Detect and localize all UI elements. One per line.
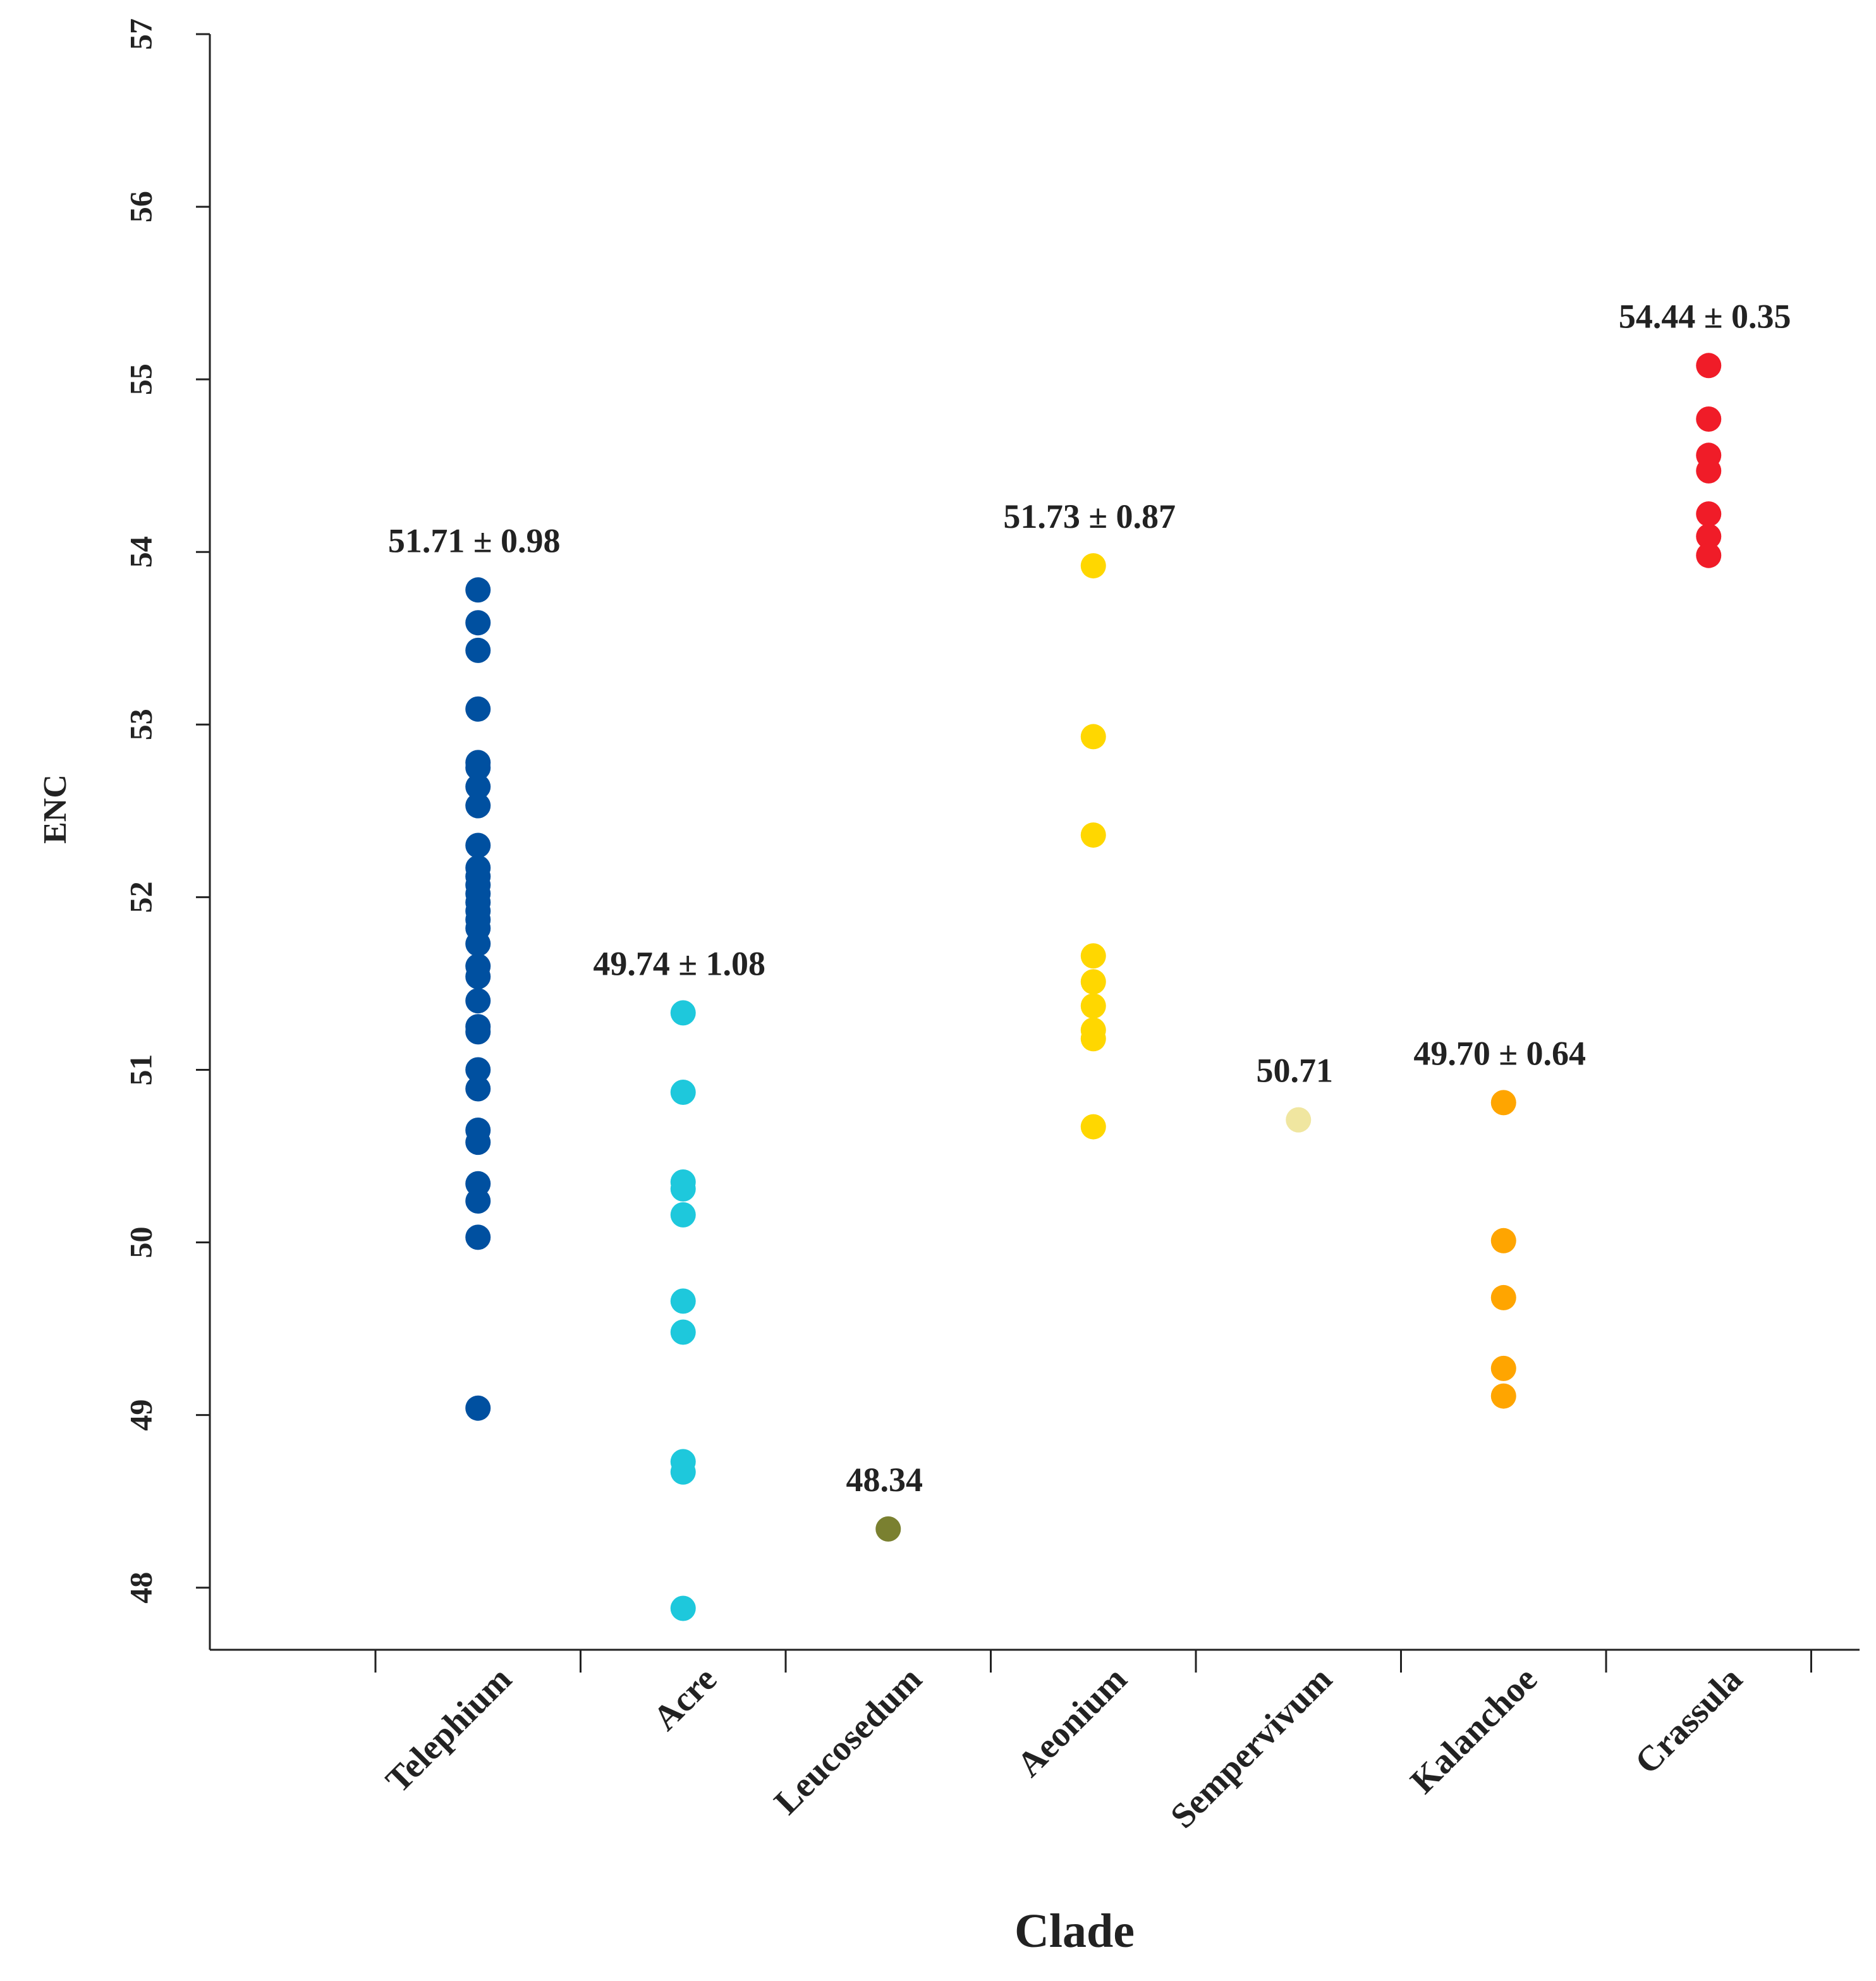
- point: [1080, 993, 1106, 1019]
- point: [670, 1319, 696, 1345]
- point: [670, 1202, 696, 1228]
- point: [1080, 553, 1106, 579]
- x-tick-label: Acre: [645, 1659, 724, 1738]
- point: [1286, 1107, 1312, 1133]
- group-label: 49.70 ± 0.64: [1413, 1034, 1586, 1072]
- x-tick-label: Sempervivum: [1163, 1659, 1339, 1836]
- point: [465, 964, 491, 989]
- x-axis-label: Clade: [1014, 1905, 1135, 1958]
- y-tick-label: 49: [123, 1399, 158, 1431]
- y-tick-label: 57: [123, 18, 158, 50]
- point: [465, 931, 491, 957]
- point: [670, 1595, 696, 1621]
- point: [1490, 1090, 1516, 1116]
- point: [1080, 1026, 1106, 1052]
- point: [875, 1516, 901, 1542]
- point: [465, 774, 491, 800]
- y-tick-label: 50: [123, 1227, 158, 1259]
- point: [1490, 1228, 1516, 1253]
- point: [465, 793, 491, 819]
- y-tick-label: 56: [123, 191, 158, 222]
- x-tick-label: Kalanchoe: [1403, 1659, 1545, 1801]
- y-tick-label: 51: [123, 1054, 158, 1085]
- point: [465, 1019, 491, 1045]
- point: [670, 1459, 696, 1485]
- point: [670, 1176, 696, 1202]
- group-label: 48.34: [846, 1461, 923, 1499]
- point: [1080, 724, 1106, 750]
- point: [1490, 1284, 1516, 1310]
- point: [465, 610, 491, 636]
- group-label: 51.73 ± 0.87: [1003, 497, 1176, 535]
- point: [1080, 822, 1106, 848]
- point: [465, 1224, 491, 1250]
- point: [670, 1288, 696, 1314]
- point: [1080, 969, 1106, 995]
- y-tick-label: 52: [123, 881, 158, 913]
- point: [1696, 406, 1722, 432]
- point: [465, 988, 491, 1014]
- x-tick-label: Telephium: [379, 1659, 520, 1800]
- y-tick-label: 54: [123, 536, 158, 568]
- point: [1696, 542, 1722, 568]
- point: [1080, 943, 1106, 969]
- point: [1490, 1383, 1516, 1409]
- group-label: 50.71: [1257, 1052, 1334, 1090]
- point: [465, 1057, 491, 1083]
- point: [1080, 1114, 1106, 1140]
- point: [465, 696, 491, 722]
- y-tick-label: 48: [123, 1572, 158, 1604]
- y-tick-label: 53: [123, 709, 158, 740]
- y-axis-label: ENC: [37, 774, 73, 844]
- point: [465, 1395, 491, 1421]
- point: [1490, 1355, 1516, 1381]
- point: [465, 577, 491, 603]
- x-tick-label: Leucosedum: [767, 1659, 929, 1822]
- y-tick-label: 55: [123, 363, 158, 395]
- point: [1696, 523, 1722, 549]
- point: [1696, 458, 1722, 484]
- group-label: 49.74 ± 1.08: [593, 944, 765, 982]
- point: [670, 1079, 696, 1105]
- point: [1696, 353, 1722, 379]
- point: [465, 1076, 491, 1102]
- x-tick-label: Aeonium: [1009, 1659, 1135, 1784]
- point: [670, 1000, 696, 1026]
- point: [465, 637, 491, 663]
- group-label: 54.44 ± 0.35: [1619, 297, 1791, 335]
- point: [1696, 501, 1722, 527]
- point: [465, 1188, 491, 1214]
- x-tick-label: Crassula: [1628, 1659, 1750, 1781]
- point: [465, 755, 491, 781]
- point: [465, 1130, 491, 1155]
- group-label: 51.71 ± 0.98: [388, 521, 561, 559]
- point: [465, 832, 491, 858]
